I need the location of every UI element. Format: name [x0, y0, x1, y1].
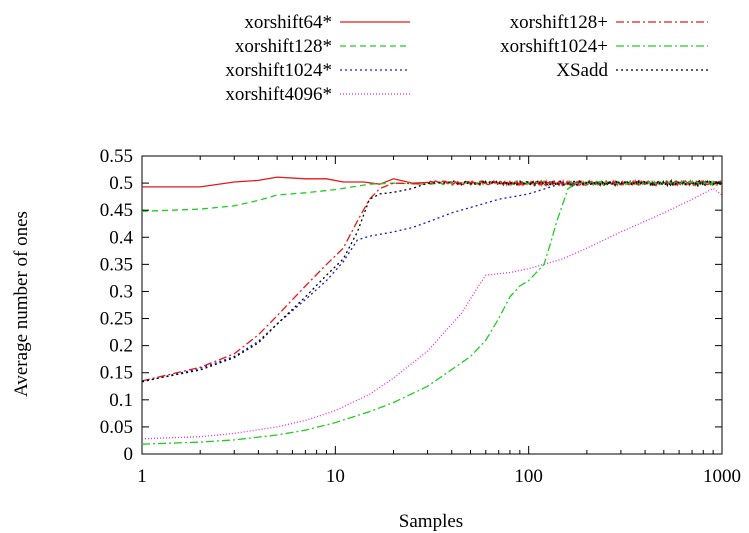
- legend-label: xorshift4096*: [225, 84, 332, 105]
- series-line-4: [141, 178, 722, 382]
- y-tick-label: 0.25: [100, 309, 133, 330]
- axes-layer: 0 0.05 0.1 0.15 0.2 0.25 0.3 0.35 0.4 0.45 0.5 0.55…: [100, 146, 741, 487]
- legend-label: xorshift128+: [510, 12, 608, 33]
- y-tick-label: 0.15: [100, 363, 133, 384]
- legend-label: xorshift1024+: [500, 36, 608, 57]
- y-axis-label: Average number of ones: [11, 211, 32, 397]
- series-line-2: [141, 180, 722, 383]
- series-line-5: [141, 179, 722, 445]
- y-tick-label: 0.2: [109, 336, 133, 357]
- series-layer: [141, 176, 723, 445]
- x-tick-label: 1000: [703, 466, 741, 487]
- legend-label: xorshift64*: [244, 12, 332, 33]
- plot-frame: [141, 155, 723, 455]
- series-line-1: [141, 179, 722, 212]
- y-tick-label: 0.55: [100, 146, 133, 167]
- legend-label: xorshift128*: [235, 36, 332, 57]
- y-tick-label: 0.1: [109, 390, 133, 411]
- y-tick-label: 0.5: [109, 173, 133, 194]
- y-tick-label: 0.35: [100, 254, 133, 275]
- x-axis-label: Samples: [399, 511, 463, 532]
- series-line-6: [141, 178, 723, 383]
- legend-label: xorshift1024*: [225, 60, 332, 81]
- y-tick-label: 0.3: [109, 281, 133, 302]
- x-tick-label: 100: [514, 466, 543, 487]
- y-tick-label: 0: [124, 444, 134, 465]
- plot-area: 0 0.05 0.1 0.15 0.2 0.25 0.3 0.35 0.4 0.45 0.5 0.55…: [100, 146, 741, 487]
- y-tick-label: 0.4: [109, 227, 133, 248]
- x-tick-label: 1: [137, 466, 147, 487]
- y-tick-label: 0.05: [100, 417, 133, 438]
- legend: xorshift64* xorshift128* xorshift1024* xors…: [225, 12, 708, 105]
- series-line-3: [141, 187, 723, 440]
- legend-label: XSadd: [556, 60, 608, 81]
- x-tick-label: 10: [326, 466, 345, 487]
- y-tick-label: 0.45: [100, 200, 133, 221]
